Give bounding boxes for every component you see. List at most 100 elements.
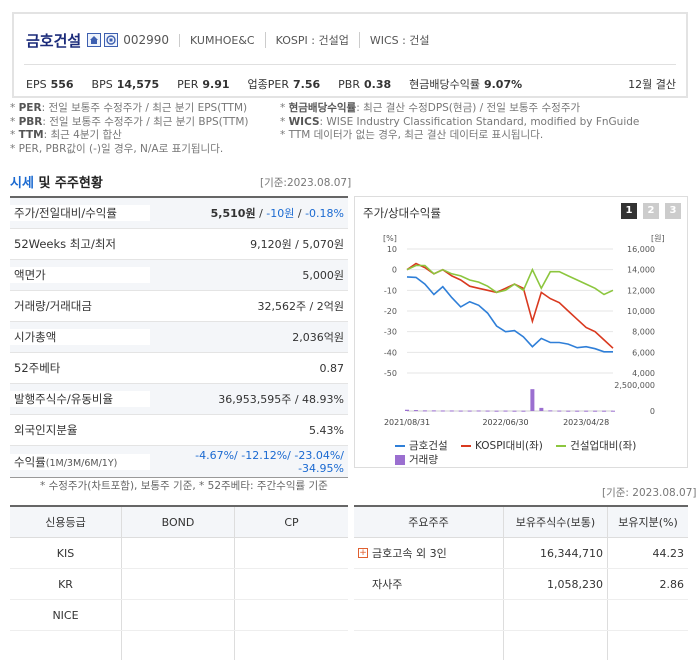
table-cell: NICE bbox=[10, 600, 122, 630]
table-row: 수익률(1M/3M/6M/1Y) -4.67%/ -12.12%/ -23.04… bbox=[10, 446, 348, 477]
column-header: CP bbox=[284, 515, 299, 529]
table-cell bbox=[354, 631, 504, 660]
credit-rating-table: 신용등급 BOND CP KIS KR NICE bbox=[10, 505, 348, 660]
table-cell bbox=[235, 631, 348, 660]
table-row: KR bbox=[10, 569, 348, 600]
note-item: * PBR: 전일 보통주 수정주가 / 최근 분기 BPS(TTM) bbox=[10, 115, 249, 128]
column-header: BOND bbox=[122, 507, 235, 537]
volume-bar bbox=[575, 410, 580, 412]
indicator-bps: BPS 14,575 bbox=[91, 77, 160, 91]
volume-bar bbox=[485, 410, 490, 412]
volume-bar bbox=[566, 410, 571, 412]
table-row: 거래량/거래대금 32,562주 / 2억원 bbox=[10, 291, 348, 322]
y-tick-label-left: -40 bbox=[384, 348, 397, 357]
volume-bar bbox=[584, 410, 589, 412]
home-icon[interactable] bbox=[87, 33, 102, 47]
y-tick-label-right: 16,000 bbox=[627, 245, 655, 254]
table-cell: KR bbox=[10, 569, 122, 599]
price-chart: [%] [원] 10 0 -10 -20 -30 -40 -50 16,000 14,000 12,0… bbox=[383, 234, 665, 427]
x-tick-label: 2022/06/30 bbox=[482, 418, 528, 427]
company-info-icon[interactable] bbox=[104, 33, 119, 47]
left-axis-unit: [%] bbox=[383, 234, 397, 243]
expand-plus-icon[interactable]: + bbox=[358, 548, 368, 558]
shareholder-table: 주요주주 보유주식수(보통) 보유지분(%) + 금호고속 외 3인 16,344… bbox=[354, 505, 688, 660]
volume-bar bbox=[521, 410, 526, 412]
right-axis-unit: [원] bbox=[651, 234, 665, 243]
legend-item: 거래량 bbox=[395, 453, 438, 467]
volume-bar bbox=[431, 410, 436, 412]
volume-bar bbox=[494, 410, 499, 412]
chart-title: 주가/상대수익률 bbox=[363, 206, 441, 220]
volume-bar bbox=[512, 410, 517, 412]
indicator-sector-per: 업종PER 7.56 bbox=[247, 78, 321, 91]
column-header: 보유주식수(보통) bbox=[504, 507, 608, 537]
table-row: 발행주식수/유동비율 36,953,595주 / 48.93% bbox=[10, 384, 348, 415]
volume-bar bbox=[503, 410, 508, 412]
table-row: + 금호고속 외 3인 16,344,710 44.23 bbox=[354, 538, 688, 569]
volume-tick-label: 0 bbox=[650, 407, 655, 416]
market-info: KOSPI : 건설업 bbox=[264, 32, 349, 48]
table-header: 신용등급 BOND CP bbox=[10, 507, 348, 538]
row-label: 외국인지분율 bbox=[10, 422, 150, 438]
volume-bar bbox=[422, 410, 427, 412]
table-cell bbox=[235, 569, 348, 599]
y-tick-label-left: 0 bbox=[392, 266, 397, 275]
table-cell bbox=[504, 600, 608, 630]
legend-item: 금호건설 bbox=[395, 439, 448, 453]
volume-tick-label: 2,500,000 bbox=[614, 381, 655, 390]
row-label: 52주베타 bbox=[10, 360, 150, 376]
chart-tab-2[interactable]: 2 bbox=[643, 203, 659, 219]
notes-right: * 현금배당수익률: 최근 결산 수정DPS(현금) / 전일 보통주 수정주가… bbox=[280, 102, 639, 143]
price-footnote: * 수정주가(차트포함), 보통주 기준, * 52주베타: 주간수익률 기준 bbox=[40, 480, 328, 492]
row-value: 32,562주 / 2억원 bbox=[257, 300, 344, 313]
base-date: [기준:2023.08.07] bbox=[260, 177, 352, 189]
y-tick-label-left: -20 bbox=[384, 307, 397, 316]
y-tick-label-left: -30 bbox=[384, 328, 397, 337]
table-row: NICE bbox=[10, 600, 348, 631]
section-title: 시세 및 주주현황 bbox=[10, 176, 103, 191]
chart-panel: 주가/상대수익률 1 2 3 [%] [원] 10 0 -10 -20 -30 -40 -50 1… bbox=[354, 196, 688, 468]
table-cell bbox=[122, 569, 235, 599]
table-cell: 16,344,710 bbox=[504, 538, 608, 568]
x-tick-label: 2021/08/31 bbox=[384, 418, 430, 427]
indicator-dividend-yield: 현금배당수익률 9.07% bbox=[409, 78, 523, 91]
table-header: 주요주주 보유주식수(보통) 보유지분(%) bbox=[354, 507, 688, 538]
current-price: 5,510원 bbox=[210, 207, 256, 220]
indicator-eps: EPS 556 bbox=[26, 77, 74, 91]
table-row: 52주베타 0.87 bbox=[10, 353, 348, 384]
table-row: KIS bbox=[10, 538, 348, 569]
y-tick-label-left: -10 bbox=[384, 286, 397, 295]
column-header: 신용등급 bbox=[10, 507, 122, 537]
table-row bbox=[10, 631, 348, 660]
volume-bar bbox=[467, 410, 472, 412]
table-row bbox=[354, 631, 688, 660]
table-cell bbox=[122, 600, 235, 630]
note-item: * PER, PBR값이 (-)일 경우, N/A로 표기됩니다. bbox=[10, 142, 224, 155]
series-line-1 bbox=[406, 276, 613, 353]
chart-legend: 금호건설 KOSPI대비(좌) 건설업대비(좌) 거래량 bbox=[395, 437, 685, 469]
table-row: 액면가 5,000원 bbox=[10, 260, 348, 291]
row-label: 주가/전일대비/수익률 bbox=[10, 205, 150, 221]
row-value: 5,000원 bbox=[302, 269, 344, 282]
series-line-3 bbox=[406, 264, 614, 296]
table-row: 주가/전일대비/수익률 5,510원 / -10원 / -0.18% bbox=[10, 198, 348, 229]
row-label: 발행주식수/유동비율 bbox=[10, 391, 150, 407]
chart-tab-1[interactable]: 1 bbox=[621, 203, 637, 219]
table-cell bbox=[122, 538, 235, 568]
note-item: * TTM 데이터가 없는 경우, 최근 결산 데이터로 표시됩니다. bbox=[280, 129, 544, 141]
legend-item: KOSPI대비(좌) bbox=[460, 439, 543, 453]
row-label: 52Weeks 최고/최저 bbox=[10, 236, 150, 252]
series-line-2 bbox=[406, 262, 614, 349]
price-table: 주가/전일대비/수익률 5,510원 / -10원 / -0.18% 52Wee… bbox=[10, 196, 348, 478]
legend-item: 건설업대비(좌) bbox=[556, 439, 636, 453]
company-english-name: KUMHOE&C bbox=[179, 33, 255, 47]
note-item: * 현금배당수익률: 최근 결산 수정DPS(현금) / 전일 보통주 수정주가 bbox=[280, 102, 581, 114]
table-cell bbox=[235, 538, 348, 568]
table-row: 시가총액 2,036억원 bbox=[10, 322, 348, 353]
notes-left: * PER: 전일 보통주 수정주가 / 최근 분기 EPS(TTM) * PB… bbox=[10, 102, 249, 156]
volume-bar bbox=[530, 389, 535, 411]
table-row bbox=[354, 600, 688, 631]
table-cell: 2.86 bbox=[659, 577, 685, 591]
row-value: 5,510원 / -10원 / -0.18% bbox=[210, 207, 344, 220]
chart-tab-3[interactable]: 3 bbox=[665, 203, 681, 219]
